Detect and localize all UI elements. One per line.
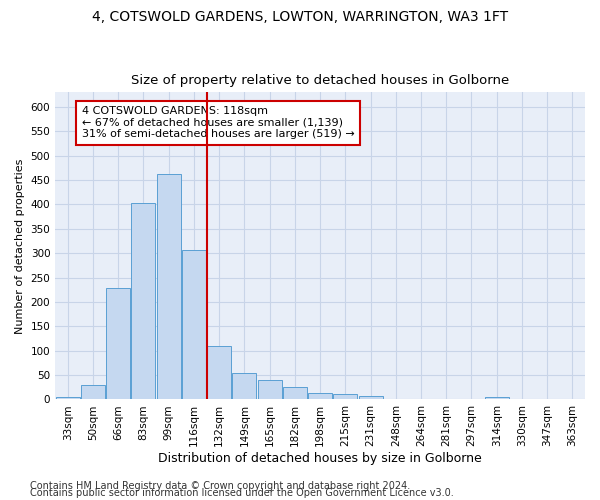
Bar [232,373,256,400]
Bar [308,392,332,400]
Bar [485,397,509,400]
Bar [207,346,231,400]
Bar [81,385,105,400]
Bar [182,250,206,400]
Bar [257,380,281,400]
Text: Contains HM Land Registry data © Crown copyright and database right 2024.: Contains HM Land Registry data © Crown c… [30,481,410,491]
X-axis label: Distribution of detached houses by size in Golborne: Distribution of detached houses by size … [158,452,482,465]
Bar [56,396,80,400]
Bar [131,204,155,400]
Text: Contains public sector information licensed under the Open Government Licence v3: Contains public sector information licen… [30,488,454,498]
Bar [359,396,383,400]
Text: 4 COTSWOLD GARDENS: 118sqm
← 67% of detached houses are smaller (1,139)
31% of s: 4 COTSWOLD GARDENS: 118sqm ← 67% of deta… [82,106,355,140]
Bar [334,394,357,400]
Text: 4, COTSWOLD GARDENS, LOWTON, WARRINGTON, WA3 1FT: 4, COTSWOLD GARDENS, LOWTON, WARRINGTON,… [92,10,508,24]
Bar [283,387,307,400]
Bar [106,288,130,400]
Y-axis label: Number of detached properties: Number of detached properties [15,158,25,334]
Bar [157,174,181,400]
Title: Size of property relative to detached houses in Golborne: Size of property relative to detached ho… [131,74,509,87]
